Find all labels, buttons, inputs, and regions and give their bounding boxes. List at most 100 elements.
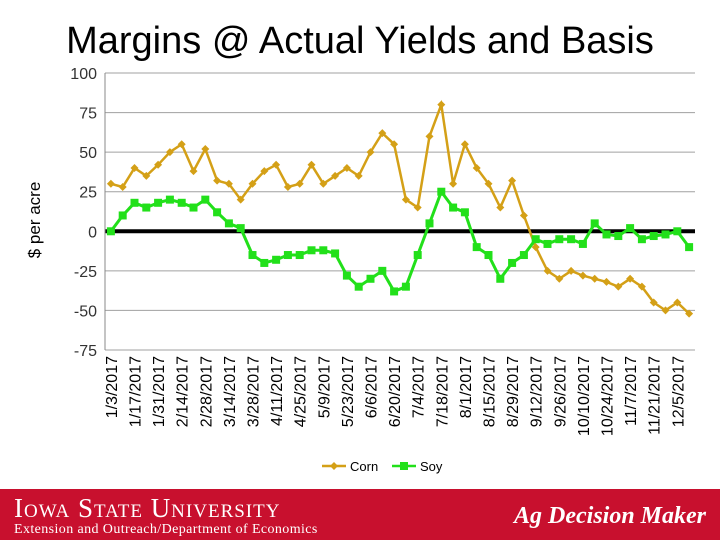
data-point-soy (555, 235, 564, 244)
chart-title: Margins @ Actual Yields and Basis (66, 20, 654, 62)
x-tick-label: 4/25/2017 (293, 356, 310, 427)
y-tick-label: 25 (79, 185, 97, 202)
data-point-soy (460, 208, 469, 217)
data-point-soy (484, 251, 493, 260)
data-point-soy (342, 271, 351, 280)
data-point-corn (614, 282, 623, 291)
data-point-soy (106, 227, 115, 236)
data-point-soy (354, 282, 363, 291)
data-point-soy (236, 224, 245, 233)
data-point-soy (637, 235, 646, 244)
data-point-corn (578, 271, 587, 280)
y-tick-label: 50 (79, 145, 97, 162)
data-point-soy (295, 251, 304, 260)
x-tick-label: 3/14/2017 (222, 356, 239, 427)
data-point-soy (283, 251, 292, 260)
x-tick-label: 1/3/2017 (104, 356, 121, 418)
data-point-corn (661, 306, 670, 315)
x-tick-label: 12/5/2017 (670, 356, 687, 427)
data-point-corn (531, 243, 540, 252)
data-point-corn (189, 167, 198, 176)
data-point-corn (283, 182, 292, 191)
data-point-corn (295, 179, 304, 188)
data-point-corn (390, 140, 399, 149)
legend-marker (400, 462, 408, 470)
x-tick-label: 8/1/2017 (458, 356, 475, 418)
data-point-corn (201, 144, 210, 153)
data-point-soy (189, 203, 198, 212)
data-point-soy (248, 251, 257, 260)
data-point-corn (165, 148, 174, 157)
data-point-soy (496, 274, 505, 283)
data-point-soy (319, 246, 328, 255)
data-point-corn (142, 171, 151, 180)
data-point-corn (130, 163, 139, 172)
data-point-soy (661, 230, 670, 239)
data-point-soy (331, 249, 340, 258)
data-point-soy (578, 239, 587, 248)
y-tick-label: 100 (70, 66, 97, 83)
university-name: Iowa State University (14, 493, 281, 523)
data-point-soy (260, 258, 269, 267)
legend-label-soy: Soy (420, 459, 443, 474)
data-point-soy (519, 251, 528, 260)
data-point-corn (236, 195, 245, 204)
data-point-soy (378, 266, 387, 275)
data-point-corn (319, 179, 328, 188)
footer-bar: Iowa State University Extension and Outr… (0, 489, 720, 540)
y-tick-label: 0 (88, 224, 97, 241)
data-point-corn (401, 195, 410, 204)
y-tick-label: 75 (79, 106, 97, 123)
data-point-soy (590, 219, 599, 228)
data-point-corn (106, 179, 115, 188)
data-point-corn (331, 171, 340, 180)
x-tick-label: 2/14/2017 (175, 356, 192, 427)
data-point-corn (154, 160, 163, 169)
data-point-soy (649, 232, 658, 241)
data-point-corn (272, 160, 281, 169)
data-point-corn (248, 179, 257, 188)
x-tick-label: 3/28/2017 (246, 356, 263, 427)
data-point-soy (224, 219, 233, 228)
data-point-soy (154, 198, 163, 207)
x-tick-label: 7/18/2017 (434, 356, 451, 427)
data-point-soy (142, 203, 151, 212)
data-point-corn (472, 163, 481, 172)
y-axis-label: $ per acre (25, 182, 44, 259)
data-point-corn (425, 132, 434, 141)
data-point-corn (366, 148, 375, 157)
data-point-soy (673, 227, 682, 236)
data-point-soy (366, 274, 375, 283)
x-axis: 1/3/2017 1/17/2017 1/31/2017 2/14/2017 2/28/… (104, 356, 687, 436)
data-point-corn (260, 167, 269, 176)
data-point-corn (177, 140, 186, 149)
data-point-soy (177, 198, 186, 207)
data-point-corn (543, 266, 552, 275)
x-tick-label: 9/26/2017 (552, 356, 569, 427)
data-point-corn (460, 140, 469, 149)
y-tick-label: -50 (74, 303, 97, 320)
x-tick-label: 8/29/2017 (505, 356, 522, 427)
series-group (106, 99, 694, 318)
department-name: Extension and Outreach/Department of Eco… (14, 522, 318, 537)
data-point-corn (685, 309, 694, 318)
x-tick-label: 8/15/2017 (482, 356, 499, 427)
x-tick-label: 9/12/2017 (529, 356, 546, 427)
data-point-corn (626, 274, 635, 283)
series-line-corn (110, 99, 690, 315)
data-point-soy (413, 251, 422, 260)
legend-label-corn: Corn (350, 459, 378, 474)
x-tick-label: 4/11/2017 (269, 356, 286, 426)
legend: Corn Soy (322, 459, 443, 474)
data-point-soy (118, 211, 127, 220)
data-point-corn (484, 179, 493, 188)
data-point-corn (413, 203, 422, 212)
data-point-corn (673, 298, 682, 307)
data-point-corn (649, 298, 658, 307)
data-point-soy (614, 232, 623, 241)
x-tick-label: 10/24/2017 (600, 356, 617, 436)
data-point-corn (602, 277, 611, 286)
data-point-soy (130, 198, 139, 207)
x-tick-label: 7/4/2017 (411, 356, 428, 418)
data-point-soy (201, 195, 210, 204)
